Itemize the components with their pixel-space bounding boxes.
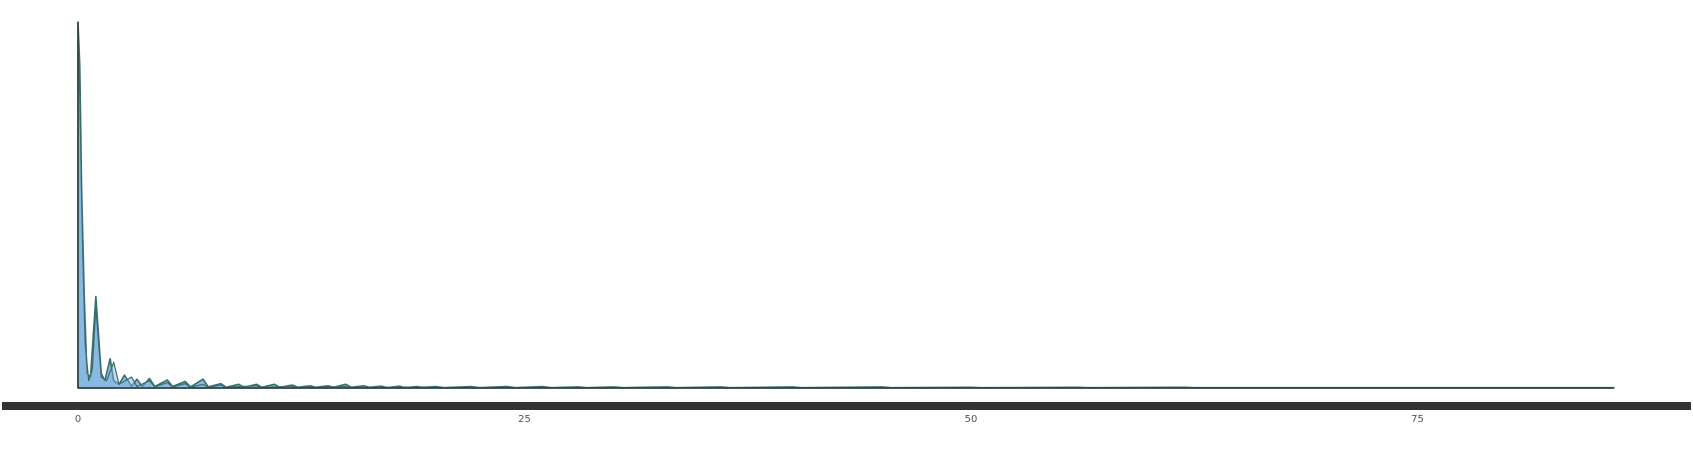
horizontal-scrollbar[interactable] [2, 402, 1691, 410]
series-layer [77, 21, 1615, 389]
x-tick-label: 50 [965, 414, 978, 425]
x-tick-label: 25 [518, 414, 531, 425]
x-tick-label: 75 [1411, 414, 1424, 425]
x-tick-label: 0 [75, 414, 81, 425]
density-area-1 [77, 21, 1615, 389]
x-tick-layer: 0 25 50 75 [75, 414, 1424, 425]
density-area-2 [77, 28, 1615, 389]
